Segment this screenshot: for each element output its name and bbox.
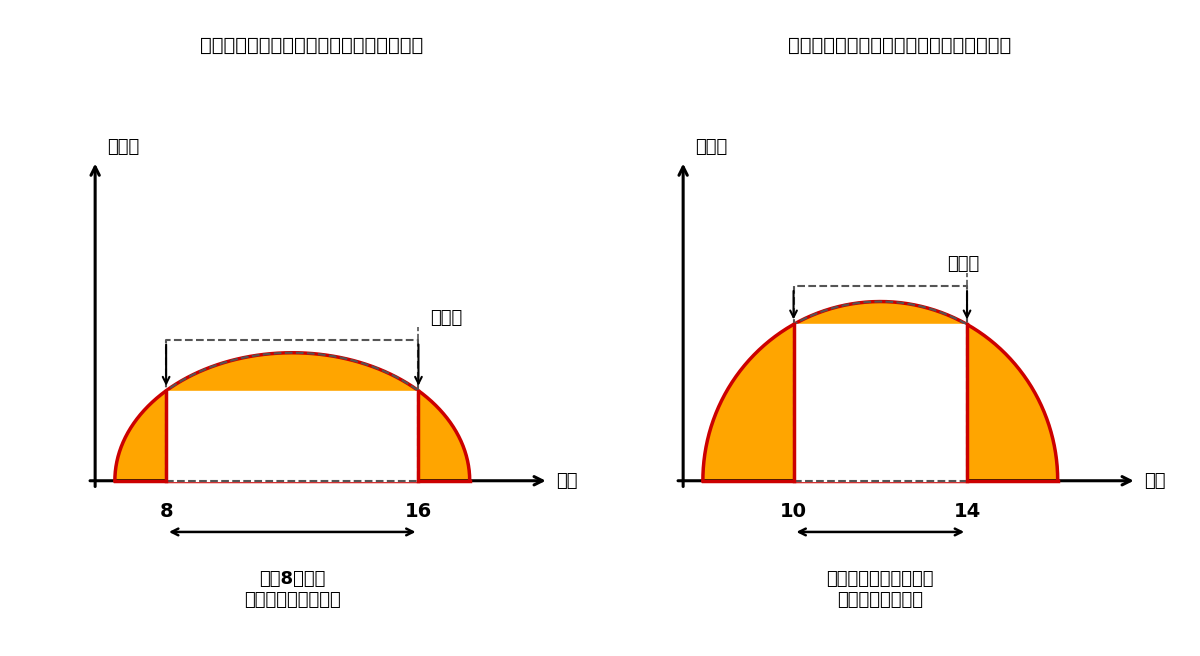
Text: 16: 16	[404, 502, 432, 521]
Text: 当日の需給状況により
制御分が変動する: 当日の需給状況により 制御分が変動する	[827, 570, 934, 609]
Text: 発電分: 発電分	[431, 309, 462, 327]
Text: 発電量: 発電量	[695, 138, 727, 157]
Text: 時間: 時間	[1145, 472, 1166, 490]
Text: 発電量: 発電量	[107, 138, 139, 157]
Text: 8: 8	[160, 502, 173, 521]
Text: 【更新スケジュールの出力制御イメージ】: 【更新スケジュールの出力制御イメージ】	[788, 37, 1012, 55]
Text: 【固定スケジュールの出力制御イメージ】: 【固定スケジュールの出力制御イメージ】	[200, 37, 424, 55]
Text: 14: 14	[954, 502, 980, 521]
Text: 発電分: 発電分	[947, 255, 979, 273]
Text: 時間: 時間	[557, 472, 578, 490]
Text: 原則8時間は
発電分がゼロになる: 原則8時間は 発電分がゼロになる	[244, 570, 341, 609]
Text: 10: 10	[780, 502, 808, 521]
